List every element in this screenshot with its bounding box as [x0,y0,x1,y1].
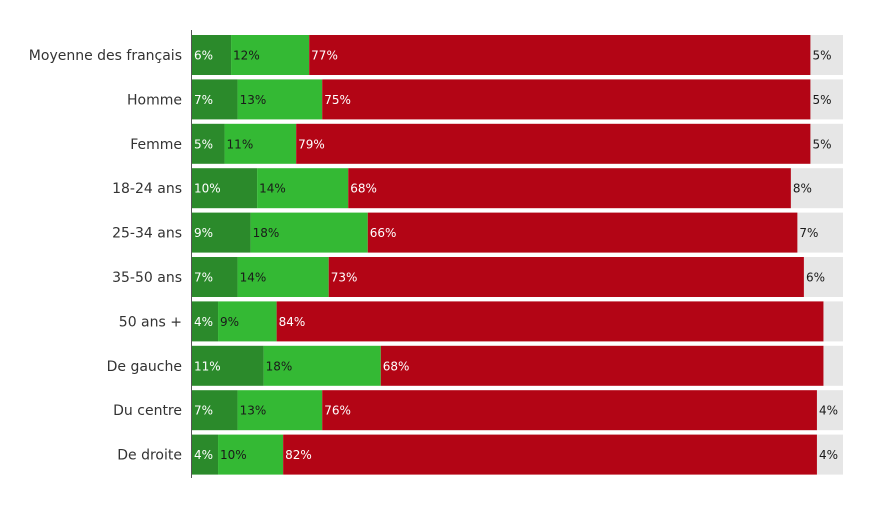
data-label: 79% [298,137,325,151]
bar-segment [309,35,811,75]
bar-segment [237,257,329,297]
data-label: 4% [819,404,838,418]
bar-segment [192,434,219,475]
bar-segment [192,79,238,120]
bar-segment [192,35,232,75]
data-label: 5% [812,49,831,63]
bar-segment [328,257,804,297]
bar-segment [276,301,824,342]
plot-area: Moyenne des français 6% 12% 77% 5% Homme 7% 13%… [29,35,843,475]
bar-segment [797,212,843,253]
data-label: 6% [806,271,825,285]
data-label: 73% [331,271,358,285]
data-label: 5% [812,93,831,107]
data-label: 76% [324,404,351,418]
bar-segment [348,168,791,209]
data-label: 4% [194,315,213,329]
bar-segment [218,434,284,475]
data-label: 11% [227,137,254,151]
bar-segment [283,434,817,475]
data-label: 6% [194,49,213,63]
bar-segment [237,390,323,431]
category-label: 35-50 ans [112,270,182,286]
bar-segment [192,390,238,431]
bar-segment [250,212,368,253]
bar-segment [367,212,798,253]
category-label: 25-34 ans [112,226,182,242]
category-label: De gauche [107,359,182,375]
bar-segment [224,123,297,164]
data-label: 10% [194,182,221,196]
bar-segment [192,168,258,209]
data-label: 68% [383,359,410,373]
bar-segment [322,390,817,431]
data-label: 4% [819,448,838,462]
data-label: 5% [194,137,213,151]
data-label: 12% [233,49,260,63]
category-label: Homme [127,92,182,108]
bar-segment [823,345,843,386]
data-label: 7% [194,404,213,418]
bar-segment [823,301,843,342]
data-label: 84% [279,315,306,329]
category-label: Du centre [113,403,182,419]
bar-segment [816,434,843,475]
data-label: 7% [799,226,818,240]
data-label: 9% [220,315,239,329]
bar-segment [810,123,843,164]
category-label: De droite [117,448,182,464]
bar-segment [803,257,843,297]
data-label: 10% [220,448,247,462]
data-label: 18% [253,226,280,240]
bar-segment [192,257,238,297]
data-label: 13% [240,93,267,107]
bar-segment [810,35,843,75]
bar-segment [231,35,310,75]
data-label: 8% [793,182,812,196]
data-label: 9% [194,226,213,240]
data-label: 7% [194,93,213,107]
data-label: 13% [240,404,267,418]
bar-segment [257,168,349,209]
bar-segment [218,301,277,342]
bar-segment [322,79,811,120]
data-label: 82% [285,448,312,462]
data-label: 14% [259,182,286,196]
data-label: 66% [370,226,397,240]
data-label: 68% [350,182,377,196]
data-label: 18% [266,359,293,373]
data-label: 77% [311,49,338,63]
bar-segment [296,123,811,164]
category-label: Moyenne des français [29,48,182,64]
data-label: 14% [240,271,267,285]
data-label: 4% [194,448,213,462]
category-label: 18-24 ans [112,181,182,197]
bar-segment [816,390,843,431]
category-label: Femme [130,137,182,153]
data-label: 7% [194,271,213,285]
bar-segment [790,168,843,209]
bar-segment [237,79,323,120]
data-label: 11% [194,359,221,373]
bar-segment [380,345,824,386]
bar-segment [263,345,381,386]
bar-segment [810,79,843,120]
data-label: 75% [324,93,351,107]
bar-segment [192,123,225,164]
data-label: 5% [812,137,831,151]
category-label: 50 ans + [119,314,182,330]
bar-segment [192,212,251,253]
bar-segment [192,301,219,342]
bar-segment [192,345,264,386]
